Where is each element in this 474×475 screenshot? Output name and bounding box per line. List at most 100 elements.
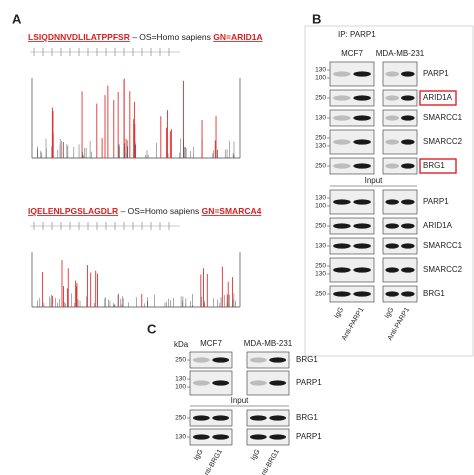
marker-label: 130 [315, 115, 326, 122]
marker-label: 130 [315, 67, 326, 74]
marker-label: 130 [315, 243, 326, 250]
band [333, 71, 351, 77]
protein-label: SMARCC2 [423, 265, 463, 274]
spectrum-title: LSIQDNNVDLILATPPFSR – OS=Homo sapiens GN… [28, 32, 263, 42]
lane-label: Anti-BRG1 [201, 448, 224, 475]
band [385, 139, 399, 145]
band [385, 199, 399, 205]
band [401, 291, 415, 297]
protein-label: SMARCC1 [423, 113, 463, 122]
marker-label: 250 [315, 163, 326, 170]
gene: GN=SMARCA4 [202, 206, 262, 216]
peptide: LSIQDNNVDLILATPPFSR [28, 32, 130, 42]
protein-label: BRG1 [296, 413, 318, 422]
cell-line: MCF7 [200, 339, 222, 348]
band [269, 357, 287, 363]
band [333, 243, 351, 249]
band [333, 291, 351, 297]
band [192, 357, 210, 363]
gene: GN=ARID1A [213, 32, 262, 42]
blot [382, 109, 418, 127]
marker-label: 130 [315, 195, 326, 202]
marker-label: 250 [315, 291, 326, 298]
marker-label: 130 [175, 376, 186, 383]
panel-b-label: B [312, 11, 321, 26]
band [401, 223, 415, 229]
protein-label: PARP1 [423, 197, 449, 206]
band [353, 199, 371, 205]
band [333, 163, 351, 169]
band [212, 357, 230, 363]
band [353, 71, 371, 77]
marker-label: 100 [315, 203, 326, 210]
band [249, 380, 267, 386]
band [385, 115, 399, 121]
highlight-box [419, 90, 457, 106]
band [385, 267, 399, 273]
lane-label: IgG [333, 306, 345, 319]
marker-label: 250 [315, 95, 326, 102]
blot [246, 351, 290, 369]
band [401, 199, 415, 205]
lane-label: IgG [384, 306, 396, 319]
band [385, 243, 399, 249]
band [353, 139, 371, 145]
ip-title: IP: PARP1 [338, 30, 376, 39]
marker-label: 130 [175, 434, 186, 441]
organism: – OS=Homo sapiens [130, 32, 213, 42]
input-title: Input [365, 176, 384, 185]
band [192, 434, 210, 440]
band [212, 434, 230, 440]
marker-label: 250 [175, 357, 186, 364]
band [401, 139, 415, 145]
marker-label: 130 [315, 143, 326, 150]
band [212, 380, 230, 386]
protein-label: BRG1 [423, 289, 445, 298]
marker-label: 100 [175, 384, 186, 391]
band [353, 115, 371, 121]
band [385, 223, 399, 229]
band [401, 71, 415, 77]
protein-label: SMARCC1 [423, 241, 463, 250]
protein-label: BRG1 [423, 161, 445, 170]
band [401, 95, 415, 101]
cell-line: MDA-MB-231 [376, 49, 425, 58]
blot [246, 428, 290, 446]
protein-label: PARP1 [423, 69, 449, 78]
band [269, 434, 287, 440]
protein-label: BRG1 [296, 355, 318, 364]
band [385, 163, 399, 169]
panel-a-label: A [12, 11, 22, 26]
protein-label: ARID1A [423, 93, 453, 102]
marker-title: kDa [174, 340, 189, 349]
cell-line: MCF7 [341, 49, 363, 58]
band [353, 95, 371, 101]
protein-label: PARP1 [296, 378, 322, 387]
lane-label: Anti-BRG1 [258, 448, 281, 475]
band [192, 415, 210, 421]
organism: – OS=Homo sapiens [118, 206, 201, 216]
blot [382, 217, 418, 235]
band [333, 223, 351, 229]
input-title: Input [231, 396, 250, 405]
band [353, 267, 371, 273]
band [212, 415, 230, 421]
band [249, 357, 267, 363]
protein-label: SMARCC2 [423, 137, 463, 146]
band [333, 267, 351, 273]
band [401, 243, 415, 249]
blot [246, 409, 290, 427]
blot [382, 157, 418, 175]
lane-label: Anti-PARP1 [341, 306, 366, 341]
band [333, 115, 351, 121]
marker-label: 100 [315, 75, 326, 82]
band [333, 95, 351, 101]
marker-label: 250 [175, 415, 186, 422]
lane-label: IgG [193, 448, 205, 461]
band [249, 415, 267, 421]
band [269, 380, 287, 386]
panel-b-frame [304, 25, 474, 357]
blot [382, 89, 418, 107]
band [269, 415, 287, 421]
